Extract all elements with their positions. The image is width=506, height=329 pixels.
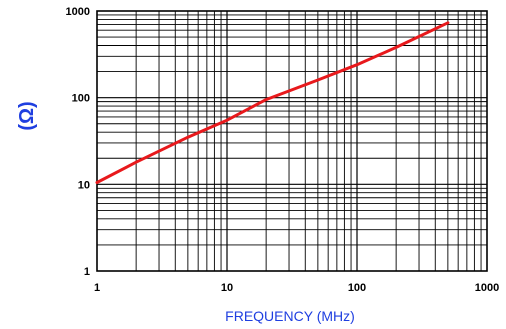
y-tick-labels: 1 10 100 1000 bbox=[66, 6, 90, 278]
x-tick-labels: 1 10 100 1000 bbox=[94, 282, 499, 294]
y-tick-label: 10 bbox=[78, 179, 90, 191]
grid bbox=[97, 11, 487, 271]
series-line bbox=[95, 21, 450, 184]
x-axis-label: FREQUENCY (MHz) bbox=[225, 308, 355, 324]
x-tick-label: 10 bbox=[221, 282, 233, 294]
y-tick-label: 1 bbox=[84, 266, 90, 278]
y-axis-label: (Ω) bbox=[16, 101, 38, 130]
x-tick-label: 1000 bbox=[475, 282, 499, 294]
y-tick-label: 1000 bbox=[66, 6, 90, 18]
x-tick-label: 100 bbox=[348, 282, 366, 294]
x-tick-label: 1 bbox=[94, 282, 100, 294]
plot-frame bbox=[96, 10, 488, 272]
y-tick-label: 100 bbox=[72, 93, 90, 105]
